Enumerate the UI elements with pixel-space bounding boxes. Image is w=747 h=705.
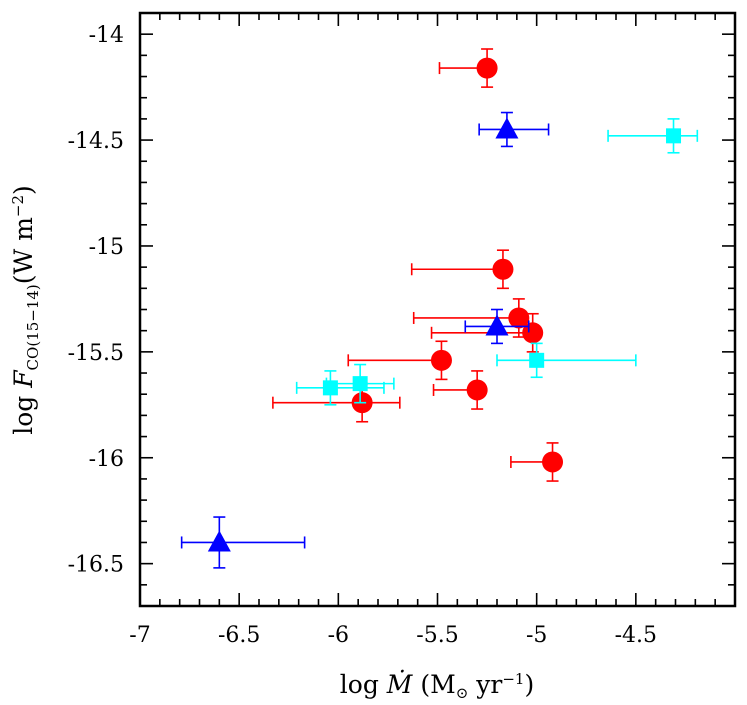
triangle-marker — [207, 530, 231, 552]
circle-marker — [492, 258, 514, 280]
square-marker — [352, 376, 368, 392]
x-tick-label: -6.5 — [218, 623, 260, 648]
square-marker — [666, 128, 682, 144]
data-point-circle — [510, 442, 564, 482]
data-point-square — [496, 342, 637, 379]
data-point-square — [607, 118, 699, 154]
ticks — [139, 12, 736, 606]
y-tick-label: -16 — [89, 447, 124, 472]
circle-marker — [542, 451, 564, 473]
y-axis-label: log FCO(15−14)(W m−2) — [9, 185, 42, 435]
data-point-circle — [412, 298, 530, 338]
plot-frame — [138, 11, 737, 608]
x-tick-label: -4.5 — [615, 623, 657, 648]
data-point-triangle — [478, 111, 550, 148]
x-tick-label: -5.5 — [416, 623, 458, 648]
triangle-marker — [485, 314, 509, 336]
data-point-circle — [347, 340, 452, 381]
circle-marker — [430, 349, 452, 371]
y-tick-label: -15.5 — [68, 341, 124, 366]
x-tick-label: -5 — [526, 623, 547, 648]
x-axis-label: log Ṁ (M⊙ yr−1) — [340, 670, 534, 702]
x-tick-label: -6 — [328, 623, 349, 648]
data-point-circle — [438, 48, 498, 88]
y-tick-label: -14 — [89, 23, 124, 48]
y-tick-label: -15 — [89, 235, 124, 260]
data-point-triangle — [464, 308, 530, 345]
y-tick-label: -14.5 — [68, 129, 124, 154]
data-points — [180, 48, 699, 569]
data-point-square — [325, 363, 395, 404]
square-marker — [322, 380, 338, 396]
data-point-circle — [410, 249, 514, 290]
triangle-marker — [495, 117, 519, 139]
circle-marker — [508, 307, 530, 329]
tick-labels: -7 -6.5 -6 -5.5 -5 -4.5 -14 -14.5 -15 -15.5 -16 -16… — [68, 23, 657, 648]
circle-marker — [466, 379, 488, 401]
circle-marker — [522, 322, 544, 344]
square-marker — [529, 352, 545, 368]
y-tick-label: -16.5 — [68, 553, 124, 578]
data-point-triangle — [180, 516, 306, 569]
data-point-circle — [432, 370, 488, 410]
x-tick-label: -7 — [129, 623, 150, 648]
circle-marker — [476, 57, 498, 79]
